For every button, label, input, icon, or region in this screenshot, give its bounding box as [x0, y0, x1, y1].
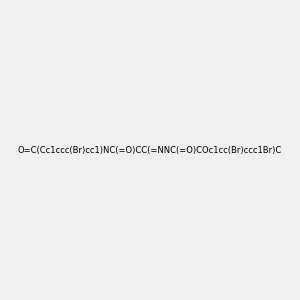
- Text: O=C(Cc1ccc(Br)cc1)NC(=O)CC(=NNC(=O)COc1cc(Br)ccc1Br)C: O=C(Cc1ccc(Br)cc1)NC(=O)CC(=NNC(=O)COc1c…: [18, 146, 282, 154]
